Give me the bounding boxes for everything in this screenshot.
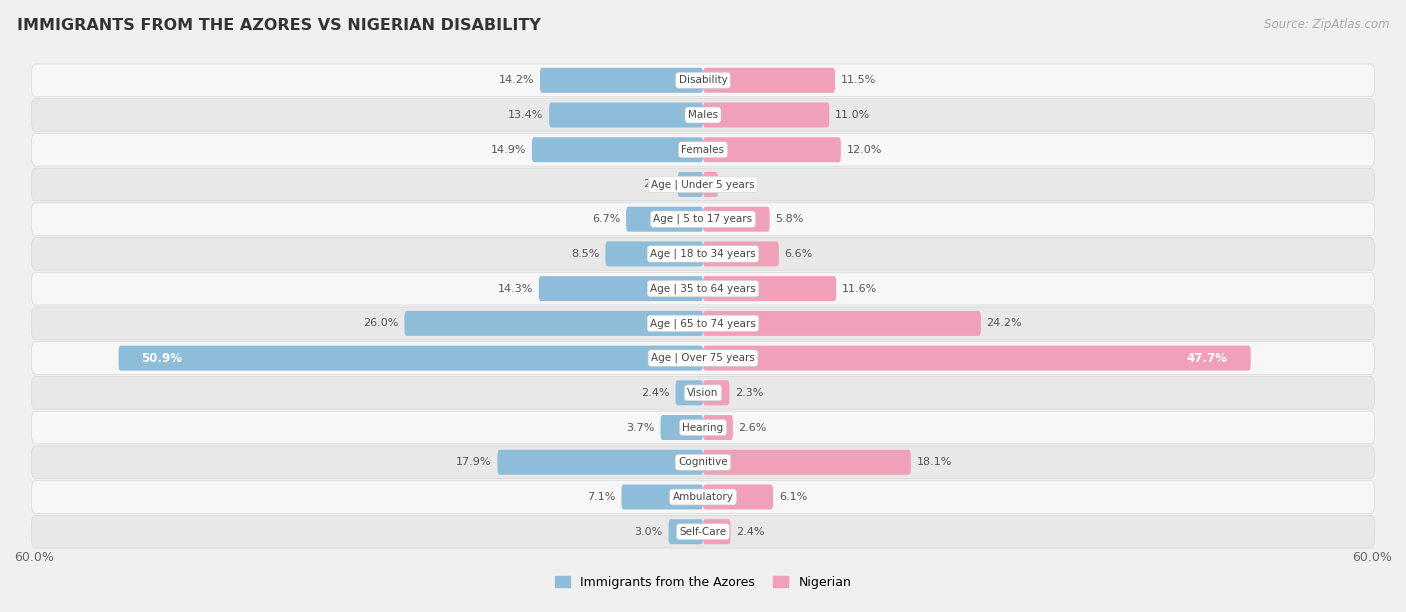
FancyBboxPatch shape: [31, 341, 1375, 375]
Text: 11.6%: 11.6%: [842, 283, 877, 294]
FancyBboxPatch shape: [703, 103, 830, 127]
FancyBboxPatch shape: [31, 307, 1375, 340]
FancyBboxPatch shape: [498, 450, 703, 475]
Text: IMMIGRANTS FROM THE AZORES VS NIGERIAN DISABILITY: IMMIGRANTS FROM THE AZORES VS NIGERIAN D…: [17, 18, 541, 34]
Text: 2.2%: 2.2%: [644, 179, 672, 190]
FancyBboxPatch shape: [703, 137, 841, 162]
Text: Age | 18 to 34 years: Age | 18 to 34 years: [650, 248, 756, 259]
Text: Source: ZipAtlas.com: Source: ZipAtlas.com: [1264, 18, 1389, 31]
FancyBboxPatch shape: [540, 68, 703, 93]
Text: 50.9%: 50.9%: [142, 351, 183, 365]
Text: Age | Over 75 years: Age | Over 75 years: [651, 353, 755, 364]
Text: 14.2%: 14.2%: [499, 75, 534, 85]
Text: 60.0%: 60.0%: [1353, 551, 1392, 564]
Text: 5.8%: 5.8%: [775, 214, 804, 224]
Text: 14.9%: 14.9%: [491, 145, 526, 155]
Text: 11.0%: 11.0%: [835, 110, 870, 120]
FancyBboxPatch shape: [703, 450, 911, 475]
FancyBboxPatch shape: [31, 168, 1375, 201]
FancyBboxPatch shape: [703, 380, 730, 405]
FancyBboxPatch shape: [31, 376, 1375, 409]
Text: 6.1%: 6.1%: [779, 492, 807, 502]
FancyBboxPatch shape: [31, 446, 1375, 479]
FancyBboxPatch shape: [661, 415, 703, 440]
FancyBboxPatch shape: [703, 519, 731, 544]
FancyBboxPatch shape: [550, 103, 703, 127]
FancyBboxPatch shape: [703, 241, 779, 266]
FancyBboxPatch shape: [678, 172, 703, 197]
Text: 6.6%: 6.6%: [785, 249, 813, 259]
Text: 2.6%: 2.6%: [738, 422, 766, 433]
Text: 14.3%: 14.3%: [498, 283, 533, 294]
Text: Females: Females: [682, 145, 724, 155]
FancyBboxPatch shape: [703, 68, 835, 93]
Text: 8.5%: 8.5%: [571, 249, 599, 259]
FancyBboxPatch shape: [606, 241, 703, 266]
Text: 2.4%: 2.4%: [641, 388, 669, 398]
FancyBboxPatch shape: [31, 64, 1375, 97]
FancyBboxPatch shape: [31, 411, 1375, 444]
FancyBboxPatch shape: [703, 415, 733, 440]
Text: 12.0%: 12.0%: [846, 145, 882, 155]
Text: 11.5%: 11.5%: [841, 75, 876, 85]
FancyBboxPatch shape: [31, 133, 1375, 166]
Text: Ambulatory: Ambulatory: [672, 492, 734, 502]
Text: 3.7%: 3.7%: [627, 422, 655, 433]
Text: 3.0%: 3.0%: [634, 527, 662, 537]
Legend: Immigrants from the Azores, Nigerian: Immigrants from the Azores, Nigerian: [550, 570, 856, 594]
Text: Vision: Vision: [688, 388, 718, 398]
Text: 60.0%: 60.0%: [14, 551, 53, 564]
FancyBboxPatch shape: [703, 311, 981, 336]
FancyBboxPatch shape: [703, 485, 773, 509]
Text: Hearing: Hearing: [682, 422, 724, 433]
Text: 47.7%: 47.7%: [1187, 351, 1227, 365]
FancyBboxPatch shape: [31, 272, 1375, 305]
FancyBboxPatch shape: [31, 203, 1375, 236]
FancyBboxPatch shape: [405, 311, 703, 336]
FancyBboxPatch shape: [626, 207, 703, 232]
FancyBboxPatch shape: [31, 480, 1375, 513]
Text: Age | 5 to 17 years: Age | 5 to 17 years: [654, 214, 752, 225]
FancyBboxPatch shape: [703, 346, 1251, 371]
Text: 6.7%: 6.7%: [592, 214, 620, 224]
Text: 18.1%: 18.1%: [917, 457, 952, 467]
FancyBboxPatch shape: [31, 515, 1375, 548]
Text: Cognitive: Cognitive: [678, 457, 728, 467]
FancyBboxPatch shape: [669, 519, 703, 544]
Text: Age | 65 to 74 years: Age | 65 to 74 years: [650, 318, 756, 329]
Text: Age | 35 to 64 years: Age | 35 to 64 years: [650, 283, 756, 294]
Text: Males: Males: [688, 110, 718, 120]
FancyBboxPatch shape: [675, 380, 703, 405]
Text: 13.4%: 13.4%: [508, 110, 543, 120]
Text: 17.9%: 17.9%: [456, 457, 492, 467]
Text: 2.3%: 2.3%: [735, 388, 763, 398]
FancyBboxPatch shape: [703, 172, 718, 197]
Text: 24.2%: 24.2%: [987, 318, 1022, 329]
FancyBboxPatch shape: [531, 137, 703, 162]
Text: Age | Under 5 years: Age | Under 5 years: [651, 179, 755, 190]
FancyBboxPatch shape: [31, 99, 1375, 132]
Text: Self-Care: Self-Care: [679, 527, 727, 537]
Text: Disability: Disability: [679, 75, 727, 85]
FancyBboxPatch shape: [703, 276, 837, 301]
FancyBboxPatch shape: [118, 346, 703, 371]
Text: 7.1%: 7.1%: [588, 492, 616, 502]
FancyBboxPatch shape: [621, 485, 703, 509]
FancyBboxPatch shape: [703, 207, 769, 232]
Text: 26.0%: 26.0%: [363, 318, 399, 329]
Text: 1.3%: 1.3%: [724, 179, 752, 190]
FancyBboxPatch shape: [31, 237, 1375, 271]
FancyBboxPatch shape: [538, 276, 703, 301]
Text: 2.4%: 2.4%: [737, 527, 765, 537]
